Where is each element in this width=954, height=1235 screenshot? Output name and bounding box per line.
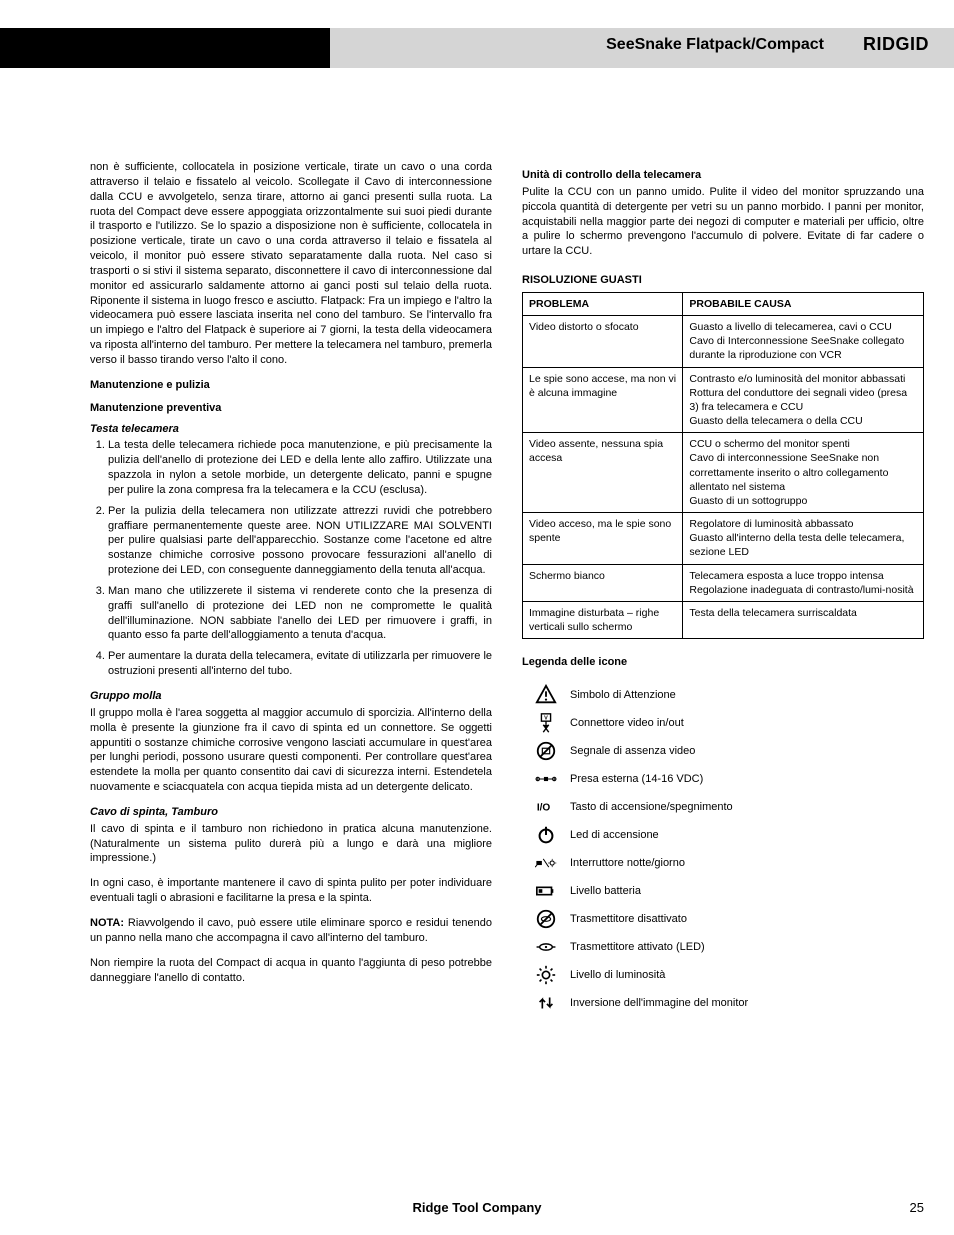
legend-row: Livello batteria xyxy=(522,880,924,902)
document-title: SeeSnake Flatpack/Compact xyxy=(606,36,824,54)
left-column: non è sufficiente, collocatela in posizi… xyxy=(90,160,492,1175)
tx-on-icon xyxy=(522,936,570,958)
legend-label: Simbolo di Attenzione xyxy=(570,688,676,703)
video-io-icon: V xyxy=(522,712,570,734)
intro-paragraph: non è sufficiente, collocatela in posizi… xyxy=(90,160,492,368)
list-item: Man mano che utilizzerete il sistema vi … xyxy=(108,584,492,643)
troubleshooting-table: PROBLEMA PROBABILE CAUSA Video distorto … xyxy=(522,292,924,639)
no-video-icon xyxy=(522,740,570,762)
legend-label: Trasmettitore attivato (LED) xyxy=(570,940,705,955)
heading-maintenance: Manutenzione e pulizia xyxy=(90,378,492,393)
power-led-icon xyxy=(522,824,570,846)
svg-text:V: V xyxy=(544,716,548,722)
heading-preventive: Manutenzione preventiva xyxy=(90,401,492,416)
heading-camera-head: Testa telecamera xyxy=(90,422,492,437)
cell-cause: Contrasto e/o luminosità del monitor abb… xyxy=(683,367,924,433)
heading-ccu: Unità di controllo della telecamera xyxy=(522,168,924,183)
table-row: Schermo biancoTelecamera esposta a luce … xyxy=(523,564,924,601)
legend-label: Inversione dell'immagine del monitor xyxy=(570,996,748,1011)
cell-problem: Schermo bianco xyxy=(523,564,683,601)
th-problem: PROBLEMA xyxy=(523,292,683,315)
heading-legend: Legenda delle icone xyxy=(522,655,924,670)
note-text: Riavvolgendo il cavo, può essere utile e… xyxy=(90,917,492,944)
list-item: Per la pulizia della telecamera non util… xyxy=(108,504,492,578)
cell-problem: Video acceso, ma le spie sono spente xyxy=(523,513,683,565)
cell-problem: Video assente, nessuna spia accesa xyxy=(523,433,683,513)
cell-cause: Testa della telecamera surriscaldata xyxy=(683,602,924,639)
legend-row: Led di accensione xyxy=(522,824,924,846)
cell-cause: Telecamera esposta a luce troppo intensa… xyxy=(683,564,924,601)
day-night-icon xyxy=(522,852,570,874)
battery-icon xyxy=(522,880,570,902)
right-column: Unità di controllo della telecamera Puli… xyxy=(522,160,924,1175)
brightness-icon xyxy=(522,964,570,986)
cell-problem: Le spie sono accese, ma non vi è alcuna … xyxy=(523,367,683,433)
cell-cause: Guasto a livello di telecamerea, cavi o … xyxy=(683,316,924,368)
spring-paragraph: Il gruppo molla è l'area soggetta al mag… xyxy=(90,706,492,795)
legend-label: Presa esterna (14-16 VDC) xyxy=(570,772,703,787)
power-button-icon: I/O xyxy=(522,796,570,818)
heading-troubleshooting: RISOLUZIONE GUASTI xyxy=(522,273,924,288)
ext-power-icon xyxy=(522,768,570,790)
legend-label: Led di accensione xyxy=(570,828,659,843)
legend-row: Trasmettitore attivato (LED) xyxy=(522,936,924,958)
table-row: Video acceso, ma le spie sono spenteRego… xyxy=(523,513,924,565)
table-row: Immagine disturbata – righe verticali su… xyxy=(523,602,924,639)
cable-paragraph-2: In ogni caso, è importante mantenere il … xyxy=(90,876,492,906)
legend-row: Presa esterna (14-16 VDC) xyxy=(522,768,924,790)
warning-icon xyxy=(522,684,570,706)
flip-icon xyxy=(522,992,570,1014)
heading-cable: Cavo di spinta, Tamburo xyxy=(90,805,492,820)
list-item: La testa delle telecamera richiede poca … xyxy=(108,438,492,497)
note-paragraph: NOTA: Riavvolgendo il cavo, può essere u… xyxy=(90,916,492,946)
legend-label: Interruttore notte/giorno xyxy=(570,856,685,871)
legend-label: Trasmettitore disattivato xyxy=(570,912,687,927)
cable-paragraph-1: Il cavo di spinta e il tamburo non richi… xyxy=(90,822,492,867)
svg-text:I/O: I/O xyxy=(537,803,551,814)
legend-label: Connettore video in/out xyxy=(570,716,684,731)
legend-label: Livello di luminosità xyxy=(570,968,665,983)
legend-label: Segnale di assenza video xyxy=(570,744,695,759)
note-label: NOTA: xyxy=(90,917,124,929)
heading-spring: Gruppo molla xyxy=(90,689,492,704)
legend-row: Livello di luminosità xyxy=(522,964,924,986)
legend-row: Trasmettitore disattivato xyxy=(522,908,924,930)
legend-label: Tasto di accensione/spegnimento xyxy=(570,800,733,815)
list-item: Per aumentare la durata della telecamera… xyxy=(108,649,492,679)
tx-off-icon xyxy=(522,908,570,930)
cell-problem: Immagine disturbata – righe verticali su… xyxy=(523,602,683,639)
legend-row: Simbolo di Attenzione xyxy=(522,684,924,706)
footer-company: Ridge Tool Company xyxy=(0,1200,954,1215)
legend-row: Inversione dell'immagine del monitor xyxy=(522,992,924,1014)
header-bar: SeeSnake Flatpack/Compact RIDGID xyxy=(0,28,954,68)
content-columns: non è sufficiente, collocatela in posizi… xyxy=(90,160,924,1175)
table-row: Video distorto o sfocatoGuasto a livello… xyxy=(523,316,924,368)
header-grey: SeeSnake Flatpack/Compact RIDGID xyxy=(330,28,954,68)
cell-problem: Video distorto o sfocato xyxy=(523,316,683,368)
header-black xyxy=(0,28,330,68)
legend-label: Livello batteria xyxy=(570,884,641,899)
legend-row: Interruttore notte/giorno xyxy=(522,852,924,874)
table-header-row: PROBLEMA PROBABILE CAUSA xyxy=(523,292,924,315)
icon-legend: Simbolo di Attenzione V Connettore video i… xyxy=(522,684,924,1014)
legend-row: Segnale di assenza video xyxy=(522,740,924,762)
page: SeeSnake Flatpack/Compact RIDGID non è s… xyxy=(0,0,954,1235)
th-cause: PROBABILE CAUSA xyxy=(683,292,924,315)
table-row: Le spie sono accese, ma non vi è alcuna … xyxy=(523,367,924,433)
legend-row: I/O Tasto di accensione/spegnimento xyxy=(522,796,924,818)
brand-logo: RIDGID xyxy=(863,34,929,55)
table-row: Video assente, nessuna spia accesaCCU o … xyxy=(523,433,924,513)
cell-cause: CCU o schermo del monitor spenti Cavo di… xyxy=(683,433,924,513)
cell-cause: Regolatore di luminosità abbassato Guast… xyxy=(683,513,924,565)
legend-row: V Connettore video in/out xyxy=(522,712,924,734)
maintenance-list: La testa delle telecamera richiede poca … xyxy=(108,438,492,679)
final-paragraph: Non riempire la ruota del Compact di acq… xyxy=(90,956,492,986)
page-number: 25 xyxy=(910,1200,924,1215)
ccu-paragraph: Pulite la CCU con un panno umido. Pulite… xyxy=(522,185,924,259)
